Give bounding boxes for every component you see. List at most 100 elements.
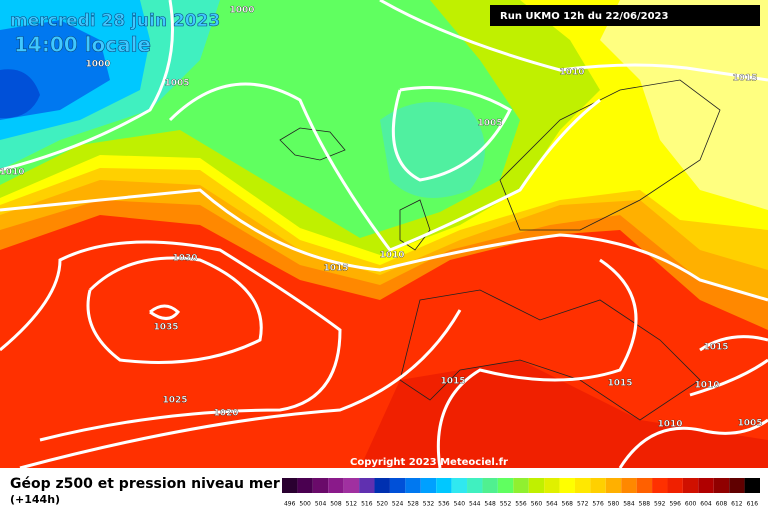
scale-label: 540 — [454, 501, 466, 508]
scale-swatch — [312, 478, 329, 493]
isobar-label: 1005 — [477, 119, 502, 129]
scale-swatch — [297, 478, 313, 493]
scale-label: 600 — [685, 501, 697, 508]
isobar-label: 1005 — [737, 419, 762, 429]
scale-label: 528 — [407, 501, 419, 508]
color-scale: 496 500 504 508 512 516 520 524 528 532 536 540 544 5… — [282, 478, 760, 508]
scale-label: 512 — [346, 501, 358, 508]
scale-swatch — [652, 478, 668, 493]
isobar-label: 1010 — [559, 68, 584, 78]
scale-swatch — [389, 478, 406, 493]
isobar — [19, 309, 462, 470]
isobar — [0, 188, 768, 302]
isobar-label: 1010 — [379, 251, 404, 261]
run-box — [490, 5, 760, 26]
scale-swatch — [729, 478, 745, 493]
scale-swatch — [744, 478, 760, 493]
scale-label: 592 — [654, 501, 666, 508]
scale-label: 524 — [392, 501, 404, 508]
isobar-label: 1035 — [153, 323, 178, 333]
scale-swatch — [559, 478, 575, 493]
isobar — [86, 256, 263, 364]
scale-label: 520 — [376, 501, 388, 508]
band — [600, 0, 768, 210]
scale-label: 516 — [361, 501, 373, 508]
scale-swatch — [605, 478, 622, 493]
scale-label: 604 — [700, 501, 712, 508]
scale-swatch — [590, 478, 606, 493]
scale-label: 500 — [299, 501, 311, 508]
scale-swatch — [497, 478, 514, 493]
scale-swatch — [436, 478, 452, 493]
legend-title: Géop z500 et pression niveau mer — [10, 476, 280, 492]
coastline — [279, 79, 721, 421]
scale-swatch — [359, 478, 375, 493]
band — [380, 102, 485, 198]
scale-label: 504 — [315, 501, 327, 508]
scale-label: 588 — [639, 501, 651, 508]
scale-swatch — [713, 478, 730, 493]
scale-swatch — [451, 478, 468, 493]
scale-label: 616 — [747, 501, 759, 508]
isobar-labels: 1000 1000 1005 1010 1015 1005 1010 1030 1035 1015… — [0, 5, 763, 430]
scale-label: 564 — [546, 501, 558, 508]
scale-label: 508 — [330, 501, 342, 508]
isobar-label: 1015 — [703, 343, 728, 353]
isobar-label: 1025 — [162, 396, 187, 406]
scale-swatch — [513, 478, 529, 493]
warm-area — [360, 360, 768, 468]
isobar-label: 1010 — [657, 420, 682, 430]
time: 14:00 locale — [14, 33, 151, 57]
isobar-label: 1005 — [164, 79, 189, 89]
isobar — [618, 335, 768, 469]
isobar — [391, 86, 512, 182]
isobar — [0, 0, 174, 172]
isobar — [379, 0, 768, 82]
legend-lead: (+144h) — [10, 493, 60, 506]
isobar — [436, 258, 638, 469]
scale-label: 560 — [531, 501, 543, 508]
copyright: Copyright 2023 Meteociel.fr — [350, 457, 508, 468]
scale-swatch — [667, 478, 683, 493]
scale-swatch — [282, 478, 298, 493]
scale-label: 556 — [515, 501, 527, 508]
scale-label: 608 — [716, 501, 728, 508]
isobar-label: 1000 — [229, 6, 254, 16]
scale-swatch — [482, 478, 498, 493]
isobar-label: 1015 — [607, 379, 632, 389]
scale-label: 568 — [562, 501, 574, 508]
band — [0, 69, 40, 119]
scale-label: 584 — [623, 501, 635, 508]
scale-label: 572 — [577, 501, 589, 508]
scale-label: 536 — [438, 501, 450, 508]
run-info: Run UKMO 12h du 22/06/2023 — [500, 11, 669, 22]
scale-label: 580 — [608, 501, 620, 508]
scale-label: 548 — [484, 501, 496, 508]
scale-swatch — [528, 478, 545, 493]
scale-swatch — [374, 478, 390, 493]
isobar — [0, 240, 342, 442]
isobar-label: 1015 — [323, 264, 348, 274]
scale-label: 544 — [469, 501, 481, 508]
scale-label: 596 — [669, 501, 681, 508]
scale-label: 612 — [731, 501, 743, 508]
isobar-label: 1000 — [85, 60, 110, 70]
scale-swatch — [544, 478, 560, 493]
date: mercredi 28 juin 2023 — [10, 11, 220, 31]
scale-swatch — [682, 478, 699, 493]
scale-swatch — [621, 478, 637, 493]
isobar-label: 1015 — [732, 74, 757, 84]
isobar — [149, 304, 181, 320]
isobar-label: 1010 — [694, 381, 719, 391]
scale-label: 552 — [500, 501, 512, 508]
isobar-label: 1020 — [213, 409, 238, 419]
scale-swatch — [328, 478, 344, 493]
scale-swatch — [574, 478, 591, 493]
scale-swatch — [467, 478, 483, 493]
scale-swatch — [698, 478, 714, 493]
scale-label: 576 — [592, 501, 604, 508]
isobar-label: 1015 — [440, 377, 465, 387]
scale-label: 532 — [423, 501, 435, 508]
